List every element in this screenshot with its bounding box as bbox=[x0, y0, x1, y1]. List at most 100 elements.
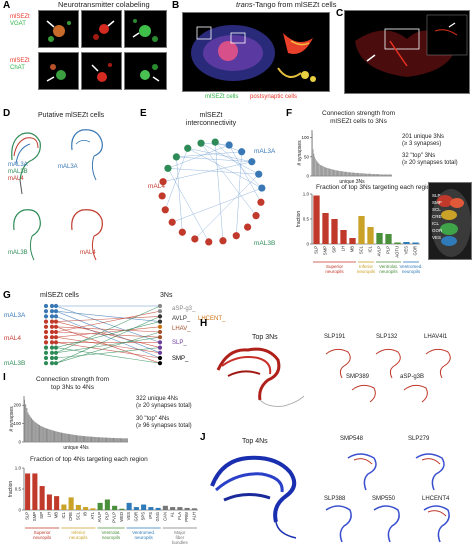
panel-g-right-label-smp: SMP_ bbox=[172, 356, 189, 362]
x-tick-label: ALH bbox=[191, 512, 196, 520]
panel-d-stack-labels: mAL3A mAL3B mAL4 bbox=[8, 162, 28, 183]
panel-j-example-renderings bbox=[325, 453, 450, 543]
panel-h-main-rendering bbox=[216, 347, 305, 407]
bar bbox=[351, 172, 352, 176]
target-node bbox=[157, 324, 163, 329]
connection bbox=[55, 316, 161, 364]
bar bbox=[84, 436, 86, 442]
x-tick-label: ICL bbox=[368, 245, 373, 252]
bar bbox=[389, 174, 391, 176]
source-node bbox=[43, 350, 49, 355]
panel-e-label-mal4: mAL4 bbox=[148, 183, 165, 190]
bar-smp bbox=[32, 473, 38, 510]
x-tick-label: SMP bbox=[32, 512, 37, 521]
y-tick-label: 1.0 bbox=[303, 192, 310, 197]
bar bbox=[314, 156, 316, 176]
bar bbox=[70, 434, 72, 442]
panel-a-letter: A bbox=[3, 0, 11, 11]
panel-j-example-1: SMP548 bbox=[340, 436, 364, 442]
edge bbox=[200, 143, 257, 216]
bar bbox=[348, 172, 350, 176]
x-tick-label: PLP bbox=[386, 246, 391, 254]
edge bbox=[176, 156, 183, 233]
chart-i-bottom: SLP SMP SIP LH MB ICL CRE SCL IB ATL AVLP PLP PVLP WE… bbox=[8, 466, 198, 545]
bar bbox=[329, 168, 331, 176]
edge bbox=[176, 156, 252, 163]
bar bbox=[345, 171, 347, 176]
node bbox=[258, 184, 266, 192]
source-node bbox=[43, 340, 49, 345]
bar bbox=[372, 174, 374, 176]
bar bbox=[337, 170, 339, 176]
x-tick-label: SPS bbox=[141, 512, 146, 521]
source-node bbox=[53, 314, 59, 319]
panel-j-main-label: Top 4Ns bbox=[242, 438, 268, 445]
panel-i-note2-line2: (≥ 96 synapses total) bbox=[136, 423, 192, 429]
bar bbox=[378, 174, 380, 176]
bar bbox=[374, 174, 376, 176]
bar bbox=[64, 433, 66, 442]
panel-e-label-mal3a: mAL3A bbox=[254, 148, 276, 155]
panel-b-letter: B bbox=[172, 0, 180, 11]
target-node bbox=[157, 350, 163, 355]
bar bbox=[320, 165, 322, 176]
bar-icl bbox=[367, 227, 374, 244]
bar bbox=[126, 438, 128, 442]
panel-j-example-5: LHCENT4 bbox=[422, 496, 450, 502]
panel-i-note1: 322 unique 4Ns (≥ 20 synapses total) bbox=[136, 396, 192, 410]
bar bbox=[340, 171, 342, 176]
source-node bbox=[53, 319, 59, 324]
bar bbox=[30, 418, 32, 442]
bar bbox=[349, 172, 351, 176]
bar bbox=[368, 173, 369, 176]
panel-b-legend-green: mlSEZt cells bbox=[205, 94, 239, 100]
bar-lh bbox=[46, 494, 52, 510]
connection bbox=[55, 310, 161, 322]
bar-prw bbox=[184, 507, 190, 510]
panel-g-left-title: mlSEZt cells bbox=[40, 292, 79, 299]
source-node bbox=[43, 314, 49, 319]
bar bbox=[344, 171, 346, 176]
panel-i-top-title: Connection strength from top 3Ns to 4Ns bbox=[36, 376, 109, 391]
panel-e-title: mlSEZt interconnectivity bbox=[176, 112, 246, 128]
bar bbox=[322, 166, 324, 176]
panel-h-example-3: LHAV4l1 bbox=[424, 334, 448, 340]
bar-atl bbox=[90, 508, 96, 510]
bar bbox=[315, 158, 316, 176]
bar bbox=[82, 435, 84, 442]
connection bbox=[55, 310, 161, 333]
connection bbox=[55, 336, 161, 354]
source-node bbox=[49, 355, 55, 361]
bar-cre bbox=[68, 497, 74, 510]
bar bbox=[67, 433, 69, 442]
panel-h-example-renderings bbox=[325, 348, 451, 403]
panel-d-label-mal3b: mAL3B bbox=[8, 250, 28, 256]
bar bbox=[40, 425, 42, 442]
bar bbox=[354, 172, 356, 176]
connection bbox=[55, 347, 161, 359]
target-node bbox=[157, 361, 163, 366]
group-label: Inferior bbox=[359, 264, 374, 269]
source-node bbox=[43, 303, 49, 309]
x-tick-label: SCL bbox=[75, 511, 80, 520]
bar bbox=[74, 435, 76, 442]
source-node bbox=[53, 340, 59, 345]
panel-g-letter: G bbox=[3, 290, 11, 301]
bar-smp bbox=[322, 213, 329, 244]
source-node bbox=[49, 324, 55, 329]
bar bbox=[73, 434, 75, 442]
bar bbox=[49, 429, 51, 442]
node bbox=[238, 148, 246, 156]
bar bbox=[92, 436, 94, 442]
panel-a-image-chat-1 bbox=[38, 52, 79, 90]
bar-mb bbox=[54, 496, 60, 510]
panel-f-note1-line2: (≥ 3 synapses) bbox=[402, 141, 442, 147]
y-tick-label: 1.0 bbox=[15, 466, 22, 471]
bar-plp bbox=[385, 234, 392, 244]
node bbox=[257, 198, 265, 206]
bar bbox=[42, 426, 44, 442]
bar bbox=[44, 428, 46, 442]
bar-slp bbox=[313, 195, 320, 244]
panel-g-right-label-slp: SLP_ bbox=[172, 340, 187, 346]
bar-plp bbox=[104, 499, 110, 510]
